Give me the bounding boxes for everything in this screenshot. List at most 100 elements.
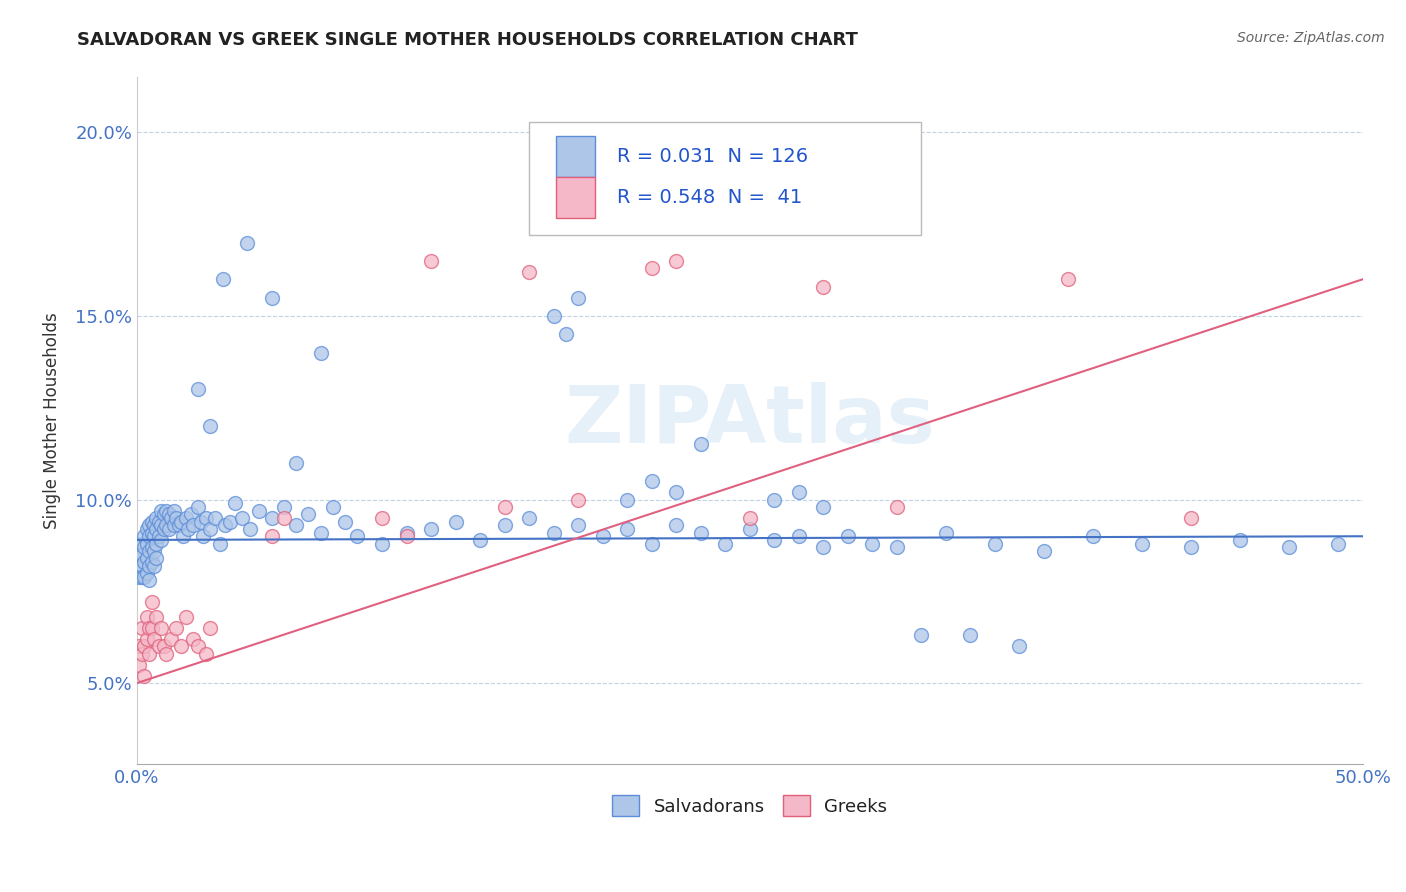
Point (209, 536, 232, 550)
Point (444, 515, 467, 529)
Point (172, 529, 194, 543)
Point (543, 525, 565, 540)
Point (200, 419, 222, 434)
Point (1278, 541, 1301, 555)
Point (128, 569, 150, 583)
Point (837, 529, 859, 543)
Point (543, 309, 565, 323)
Point (214, 518, 236, 533)
Point (148, 529, 170, 543)
Point (285, 456, 308, 470)
Text: ZIPAtlas: ZIPAtlas (564, 382, 935, 459)
Point (1032, 544, 1054, 558)
Text: Source: ZipAtlas.com: Source: ZipAtlas.com (1237, 31, 1385, 45)
Point (335, 515, 357, 529)
Point (190, 515, 212, 529)
Point (763, 533, 786, 547)
Point (141, 595, 163, 609)
Point (138, 518, 160, 533)
Point (131, 621, 153, 635)
Point (145, 511, 167, 525)
Point (131, 536, 153, 550)
Point (131, 569, 153, 583)
Point (260, 529, 283, 543)
Point (1081, 529, 1104, 543)
Point (1229, 533, 1251, 547)
Point (285, 518, 308, 533)
Point (153, 507, 176, 521)
Point (187, 383, 209, 397)
Bar (555, 136, 595, 177)
Point (174, 610, 197, 624)
Point (935, 525, 957, 540)
Point (1008, 640, 1031, 654)
Point (959, 628, 981, 642)
Point (689, 437, 711, 451)
Point (181, 518, 204, 533)
Point (420, 254, 443, 268)
Point (395, 529, 418, 543)
Point (1180, 511, 1202, 525)
Point (138, 558, 160, 573)
Point (260, 511, 283, 525)
Point (273, 500, 295, 514)
Point (886, 541, 908, 555)
Point (155, 503, 177, 517)
Point (640, 261, 662, 276)
Point (157, 507, 180, 521)
Legend: Salvadorans, Greeks: Salvadorans, Greeks (605, 789, 894, 823)
Point (145, 522, 167, 536)
Point (135, 566, 157, 580)
Point (128, 657, 150, 672)
Point (131, 548, 153, 562)
Point (763, 492, 786, 507)
Text: R = 0.548  N =  41: R = 0.548 N = 41 (617, 188, 803, 207)
Point (128, 558, 150, 573)
Point (187, 500, 209, 514)
Point (138, 647, 160, 661)
Point (145, 536, 167, 550)
Point (592, 529, 614, 543)
Point (813, 279, 835, 293)
Point (141, 555, 163, 569)
Point (309, 525, 332, 540)
Point (170, 515, 193, 529)
Point (395, 525, 418, 540)
Point (494, 518, 516, 533)
Point (143, 518, 166, 533)
Point (1327, 536, 1350, 550)
Point (135, 632, 157, 646)
FancyBboxPatch shape (529, 122, 921, 235)
Point (886, 500, 908, 514)
Point (813, 500, 835, 514)
Y-axis label: Single Mother Households: Single Mother Households (44, 312, 60, 529)
Point (135, 522, 157, 536)
Point (160, 511, 183, 525)
Point (143, 558, 166, 573)
Point (153, 640, 176, 654)
Point (191, 529, 214, 543)
Point (567, 492, 589, 507)
Point (1180, 541, 1202, 555)
Point (346, 529, 368, 543)
Point (174, 511, 197, 525)
Point (517, 511, 540, 525)
Point (145, 610, 167, 624)
Point (143, 544, 166, 558)
Bar (555, 177, 595, 219)
Point (554, 327, 576, 342)
Point (738, 511, 761, 525)
Point (187, 640, 209, 654)
Point (714, 536, 737, 550)
Point (150, 621, 173, 635)
Point (738, 522, 761, 536)
Point (134, 640, 156, 654)
Point (813, 541, 835, 555)
Point (371, 511, 394, 525)
Point (640, 474, 662, 488)
Point (860, 536, 883, 550)
Point (141, 515, 163, 529)
Point (231, 511, 253, 525)
Point (236, 235, 259, 250)
Point (134, 569, 156, 583)
